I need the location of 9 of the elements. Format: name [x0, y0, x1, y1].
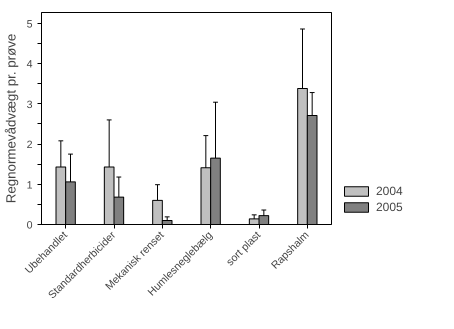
y-tick-label: 2 [26, 139, 33, 152]
legend-label: 2005 [376, 200, 403, 214]
y-tick-label: 1 [26, 179, 33, 192]
y-tick-label: 3 [26, 98, 33, 111]
y-tick-label: 4 [26, 58, 33, 71]
legend-label: 2004 [376, 184, 403, 198]
y-tick-label: 5 [26, 18, 33, 30]
y-tick-label: 0 [26, 220, 33, 232]
y-axis-title: Regnormevådvægt pr. prøve [4, 34, 19, 204]
